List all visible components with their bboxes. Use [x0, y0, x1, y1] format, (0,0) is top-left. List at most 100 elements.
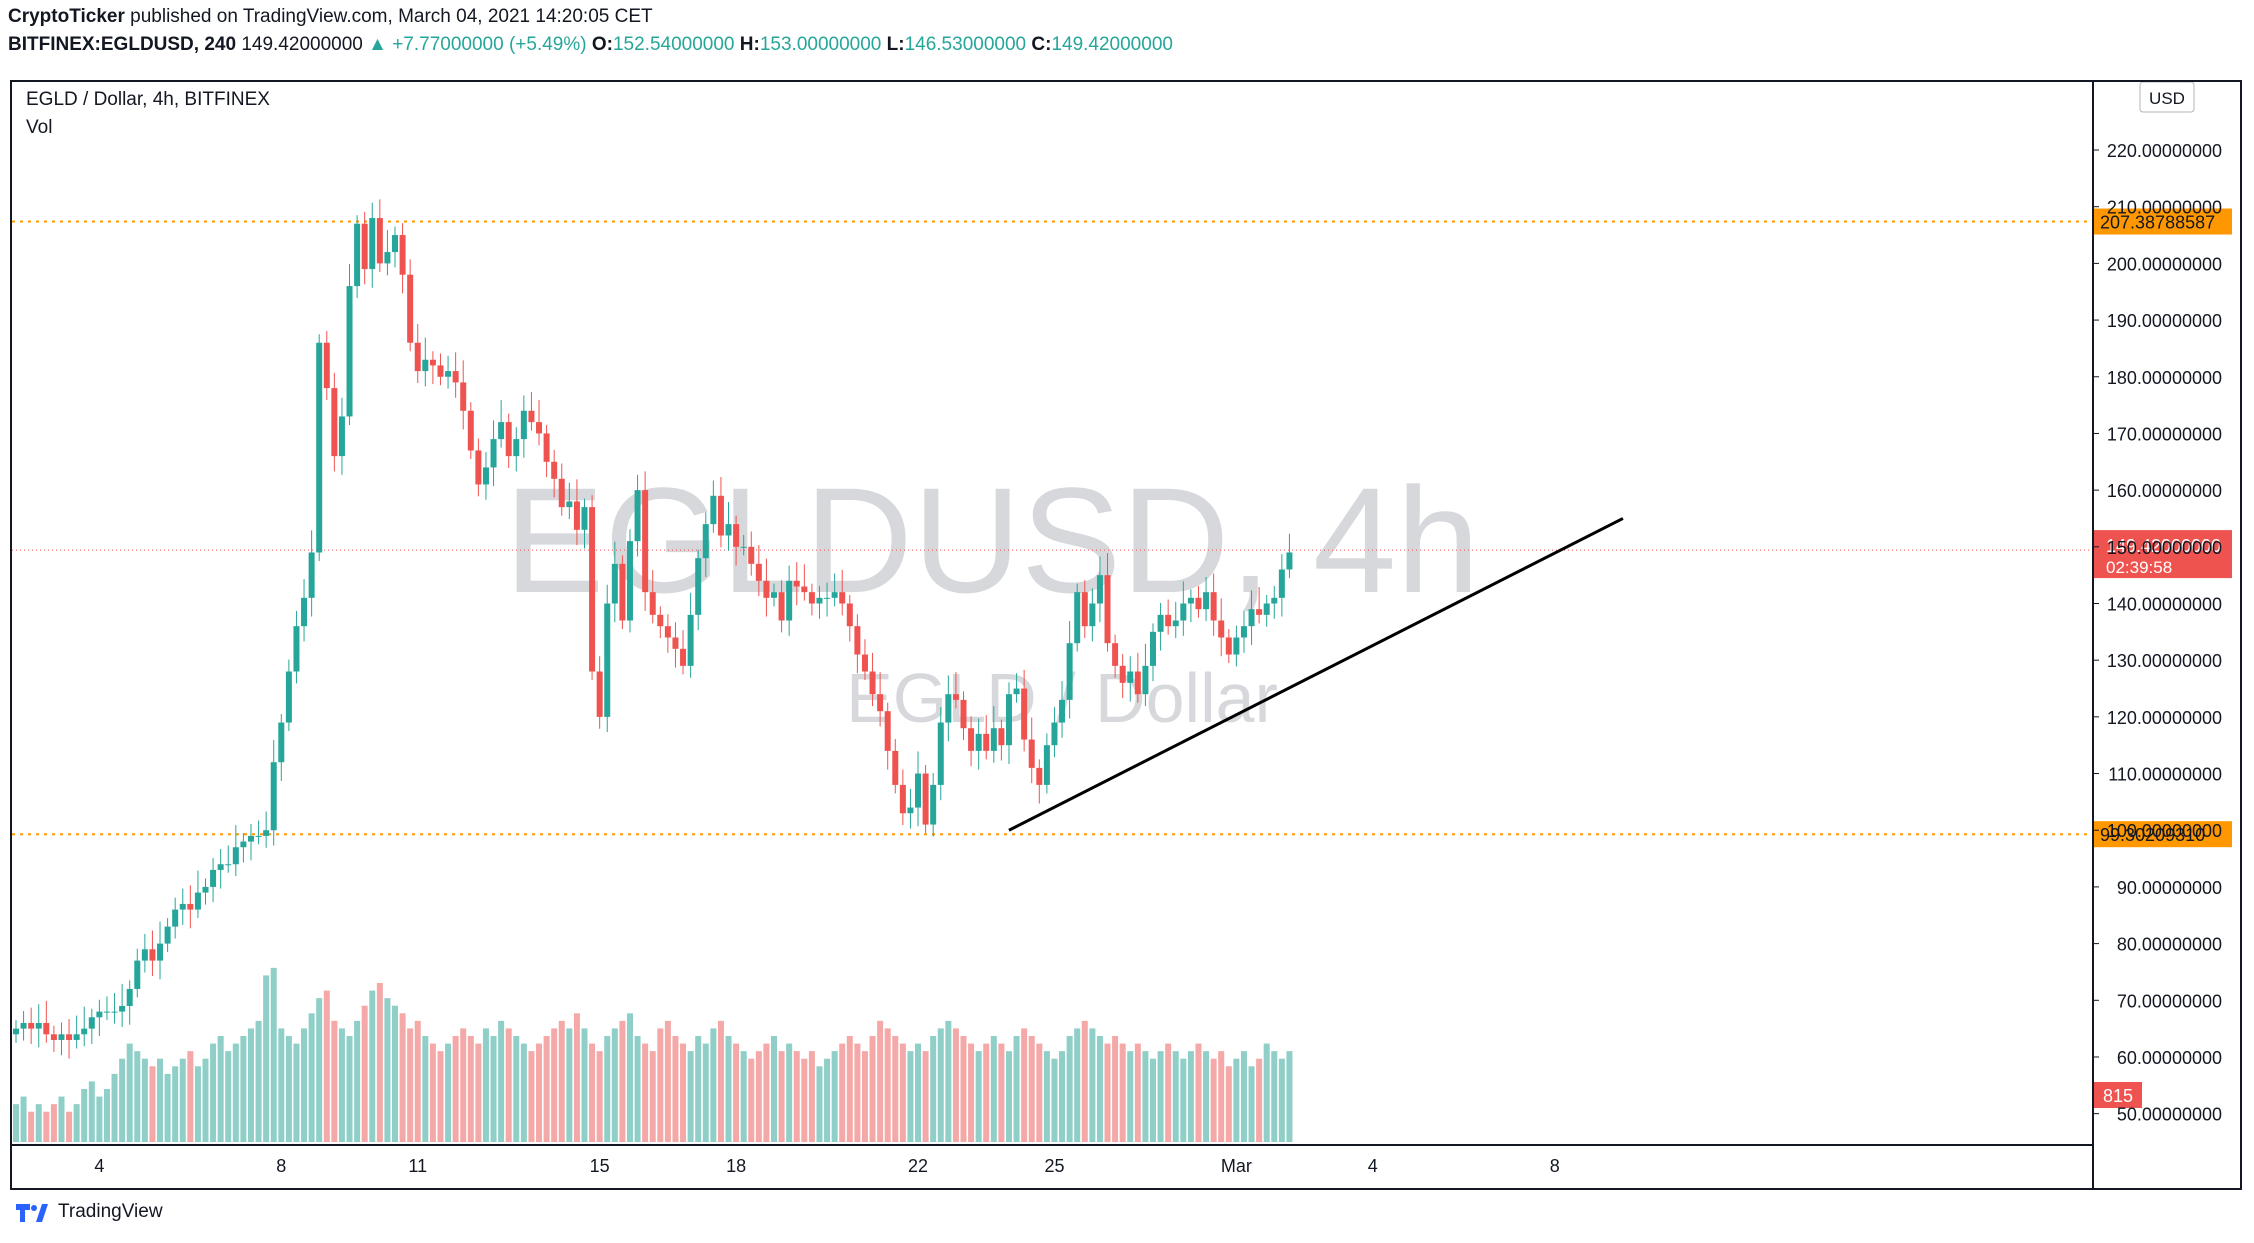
candle-body — [103, 1011, 110, 1013]
candle-body — [664, 626, 671, 638]
candle-body — [846, 603, 853, 627]
volume-bar — [634, 1036, 641, 1142]
volume-bar — [816, 1066, 823, 1142]
volume-bar — [96, 1096, 103, 1142]
candle-body — [58, 1034, 65, 1040]
volume-bar — [490, 1036, 497, 1142]
candle-body — [596, 671, 603, 717]
candle-body — [247, 835, 254, 842]
volume-bar — [1089, 1028, 1096, 1142]
publisher-name[interactable]: CryptoTicker — [8, 6, 125, 27]
candle-body — [1278, 569, 1285, 598]
candle-body — [915, 773, 922, 808]
volume-bar — [755, 1051, 762, 1142]
y-tick-label: 180.00000000 — [2107, 368, 2222, 388]
candle-body — [475, 450, 482, 485]
candle-body — [536, 422, 543, 434]
candle-body — [854, 626, 861, 655]
volume-bar — [1203, 1051, 1210, 1142]
volume-bar — [596, 1051, 603, 1142]
time-axis-border — [12, 1144, 2092, 1146]
volume-bar — [475, 1043, 482, 1142]
candle-body — [869, 671, 876, 695]
close-value: 149.42000000 — [1051, 34, 1173, 55]
candle-body — [460, 382, 467, 411]
volume-bar — [657, 1028, 664, 1142]
candle-body — [187, 903, 194, 910]
candle-body — [1180, 603, 1187, 621]
candle-body — [392, 235, 398, 253]
candle-body — [429, 359, 436, 366]
chart-frame[interactable]: EGLDUSD, 4h EGLD / Dollar 207.38788587 99.… — [10, 80, 2242, 1190]
volume-bar — [1271, 1051, 1278, 1142]
candle-body — [316, 342, 323, 553]
candle-body — [1036, 767, 1043, 785]
volume-badge — [2094, 1082, 2142, 1108]
candle-body — [604, 603, 611, 717]
volume-bar — [1210, 1058, 1217, 1142]
volume-bar — [1066, 1036, 1073, 1142]
candle-body — [331, 388, 338, 457]
currency-box[interactable] — [2139, 82, 2195, 113]
candle-body — [1096, 575, 1103, 604]
candle-body — [1286, 552, 1293, 570]
footer-brand[interactable]: TradingView — [58, 1201, 163, 1222]
volume-bar — [460, 1028, 467, 1142]
candle-body — [786, 580, 793, 621]
volume-bar — [376, 983, 383, 1142]
volume-bar — [149, 1066, 156, 1142]
volume-bar — [1256, 1058, 1263, 1142]
volume-bar — [111, 1073, 118, 1142]
volume-bar — [983, 1043, 990, 1142]
volume-bar — [141, 1058, 148, 1142]
candle-body — [695, 558, 702, 615]
candle-body — [35, 1022, 42, 1029]
volume-bar — [1059, 1051, 1066, 1142]
candle-body — [293, 626, 300, 672]
volume-bar — [907, 1051, 914, 1142]
candle-body — [1059, 699, 1066, 723]
candle-body — [733, 524, 740, 547]
last-price-value: 149.42000000 — [2106, 536, 2221, 556]
volume-bar — [73, 1104, 80, 1142]
volume-bar — [573, 1013, 580, 1142]
volume-badge-label: 815 — [2103, 1086, 2133, 1106]
candle-body — [573, 501, 580, 530]
volume-bar — [952, 1028, 959, 1142]
volume-bar — [566, 1028, 573, 1142]
volume-bar — [680, 1043, 687, 1142]
trendline[interactable] — [1008, 517, 1624, 832]
currency-label[interactable]: USD — [2149, 89, 2185, 108]
candle-body — [28, 1022, 35, 1029]
candle-body — [179, 903, 186, 910]
symbol-label: BITFINEX:EGLDUSD, 240 — [8, 34, 237, 55]
candle-body — [1172, 620, 1179, 627]
candle-body — [566, 501, 573, 508]
volume-bar — [771, 1036, 777, 1142]
legend-indicator[interactable]: Vol — [26, 117, 53, 138]
candle-body — [657, 614, 664, 627]
candle-body — [407, 274, 414, 343]
volume-bar — [1180, 1058, 1187, 1142]
volume-bar — [664, 1020, 671, 1142]
candle-body — [831, 592, 838, 598]
candle-body — [990, 728, 997, 751]
candle-body — [937, 722, 944, 785]
candle-body — [1112, 643, 1119, 666]
candle-body — [1256, 609, 1263, 615]
candle-body — [1233, 637, 1240, 655]
y-tick-label: 120.00000000 — [2107, 708, 2222, 728]
volume-bar — [710, 1028, 717, 1142]
candle-body — [1150, 631, 1156, 666]
candle-body — [490, 439, 497, 468]
volume-bar — [619, 1020, 626, 1142]
x-tick-label: 4 — [94, 1156, 104, 1176]
candle-body — [1104, 575, 1111, 644]
legend-title[interactable]: EGLD / Dollar, 4h, BITFINEX — [26, 89, 270, 110]
price-change: ▲ +7.77000000 (+5.49%) — [368, 34, 587, 55]
candle-body — [680, 648, 687, 666]
volume-bar — [839, 1043, 846, 1142]
volume-bar — [467, 1036, 474, 1142]
y-tick-label: 90.00000000 — [2117, 878, 2222, 898]
